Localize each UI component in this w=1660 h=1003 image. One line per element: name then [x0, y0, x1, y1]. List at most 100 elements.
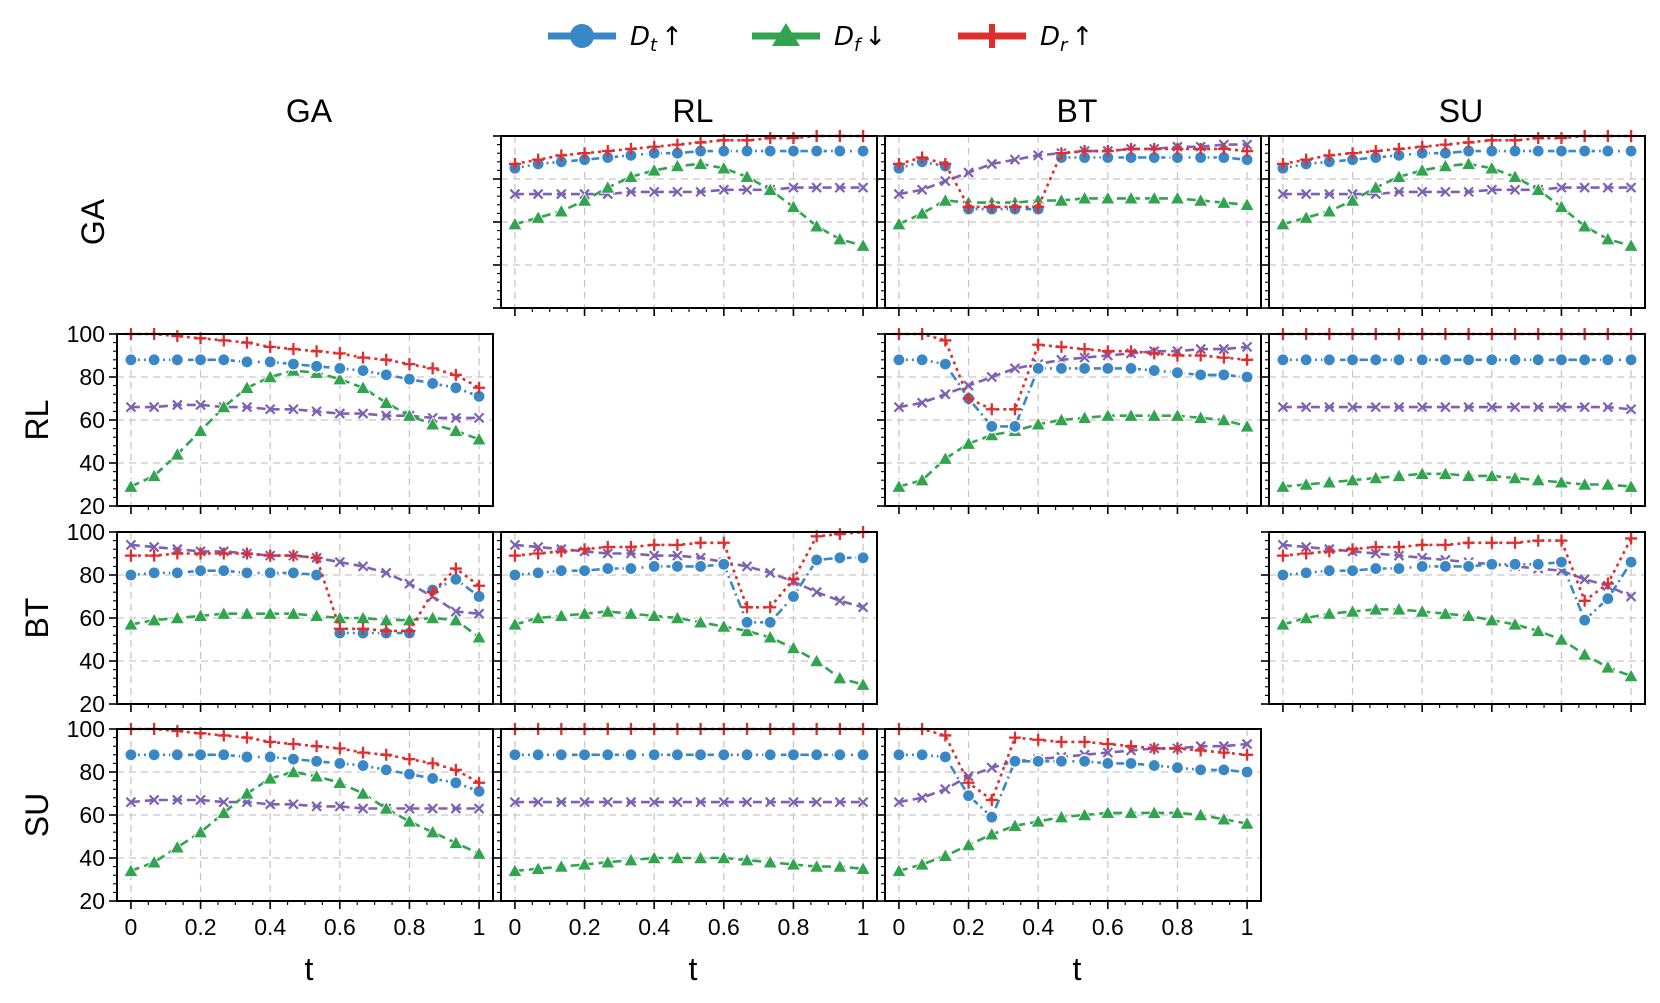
- x-tick-label: 0.6: [1092, 914, 1124, 940]
- series-line-Dr: [898, 332, 1248, 411]
- data-point-Dr: [426, 757, 439, 770]
- data-point-Dr: [357, 351, 370, 364]
- data-point-Df: [308, 608, 325, 622]
- data-point-Df: [332, 371, 348, 386]
- data-point-Dr: [578, 543, 591, 556]
- data-point-Dr: [985, 793, 998, 806]
- data-point-extra: [788, 796, 799, 808]
- y-tick-label: 80: [79, 364, 105, 390]
- data-point-extra: [718, 796, 730, 808]
- data-point-extra: [893, 401, 905, 413]
- data-point-Df: [1623, 237, 1639, 252]
- data-point-Dt: [786, 589, 801, 604]
- data-point-extra: [1370, 401, 1382, 413]
- data-point-Df: [937, 848, 954, 862]
- data-point-Dr: [217, 547, 230, 560]
- data-point-Dr: [1194, 744, 1207, 757]
- series-Dt: [507, 144, 871, 176]
- data-point-Dt: [123, 747, 138, 762]
- data-point-Dt: [1531, 557, 1546, 572]
- data-point-Dr: [508, 549, 521, 562]
- data-point-extra: [532, 796, 544, 808]
- data-point-Dr: [1276, 549, 1289, 562]
- data-point-extra: [1079, 352, 1090, 363]
- data-point-Df: [600, 603, 616, 618]
- data-point-Df: [1391, 468, 1407, 482]
- x-tick-label: 0.6: [324, 914, 356, 940]
- data-point-Dr: [1555, 132, 1568, 145]
- data-point-Df: [401, 407, 418, 422]
- x-tick-label: 0.4: [1022, 914, 1054, 940]
- data-point-Dr: [1008, 403, 1021, 416]
- data-point-Dr: [694, 536, 707, 549]
- series-Df: [507, 156, 871, 252]
- data-point-Df: [692, 614, 709, 629]
- series-Df: [123, 764, 487, 877]
- y-tick-label: 100: [67, 716, 105, 742]
- data-point-Df: [984, 826, 1000, 841]
- data-point-Dr: [1032, 338, 1045, 351]
- data-point-Dt: [1100, 361, 1115, 376]
- data-point-Dr: [532, 547, 545, 560]
- panel-0: [493, 130, 878, 316]
- data-point-Dt: [1554, 144, 1569, 159]
- data-point-Dr: [1171, 742, 1184, 755]
- data-point-Dt: [448, 572, 463, 587]
- data-point-Df: [448, 612, 464, 627]
- data-point-Df: [1275, 616, 1291, 631]
- data-point-Dr: [1101, 738, 1114, 751]
- data-point-Df: [1530, 181, 1546, 196]
- data-point-Df: [1414, 465, 1430, 480]
- data-point-Df: [576, 192, 593, 207]
- data-point-Df: [1368, 470, 1384, 485]
- y-tick-label: 20: [79, 493, 105, 519]
- data-point-Dt: [1438, 352, 1453, 367]
- series-Df: [891, 407, 1255, 493]
- data-point-extra: [172, 794, 183, 806]
- data-point-Dr: [985, 403, 998, 416]
- panel-7: [493, 526, 878, 712]
- data-point-extra: [916, 397, 928, 409]
- data-point-Df: [808, 218, 825, 233]
- data-point-extra: [1393, 186, 1405, 198]
- series-line-Dr: [130, 552, 480, 633]
- series-line-Dt: [1282, 149, 1632, 170]
- data-point-extra: [334, 801, 346, 812]
- data-point-extra: [893, 796, 905, 808]
- series-line-Dt: [1061, 156, 1248, 161]
- data-point-extra: [986, 371, 998, 383]
- series-line-Dt: [1282, 560, 1633, 623]
- data-point-Df: [576, 605, 593, 620]
- data-point-Df: [1298, 209, 1314, 224]
- data-point-Df: [285, 605, 302, 620]
- data-point-Dr: [1241, 353, 1254, 366]
- data-point-Dt: [239, 565, 254, 580]
- series-line-Dt: [130, 358, 480, 398]
- data-point-Dt: [356, 363, 371, 378]
- data-point-extra: [1625, 182, 1637, 193]
- data-point-Dr: [217, 729, 230, 742]
- data-point-extra: [625, 548, 637, 559]
- data-point-Dt: [716, 747, 731, 762]
- data-point-Df: [1030, 813, 1046, 828]
- x-tick-label: 0.2: [569, 914, 601, 940]
- data-point-Dr: [287, 343, 300, 356]
- data-point-Dr: [194, 547, 207, 560]
- panel-1: [877, 135, 1262, 316]
- series-Dr: [124, 723, 486, 789]
- data-point-Dr: [508, 157, 521, 170]
- data-point-Dt: [961, 788, 976, 803]
- data-point-extra: [602, 548, 614, 559]
- data-point-Dr: [1300, 153, 1313, 166]
- data-point-Dt: [1624, 352, 1639, 367]
- data-point-Dt: [239, 749, 254, 764]
- ticks: 0 0.2 0.4 0.6 0.8 1: [877, 728, 1253, 940]
- data-point-Df: [785, 199, 802, 213]
- data-point-Dr: [1369, 145, 1382, 158]
- data-point-Dr: [1032, 200, 1045, 213]
- data-point-extra: [218, 796, 230, 808]
- data-point-Dr: [1555, 534, 1568, 547]
- series-Df: [891, 805, 1255, 877]
- data-point-Dt: [1170, 365, 1185, 380]
